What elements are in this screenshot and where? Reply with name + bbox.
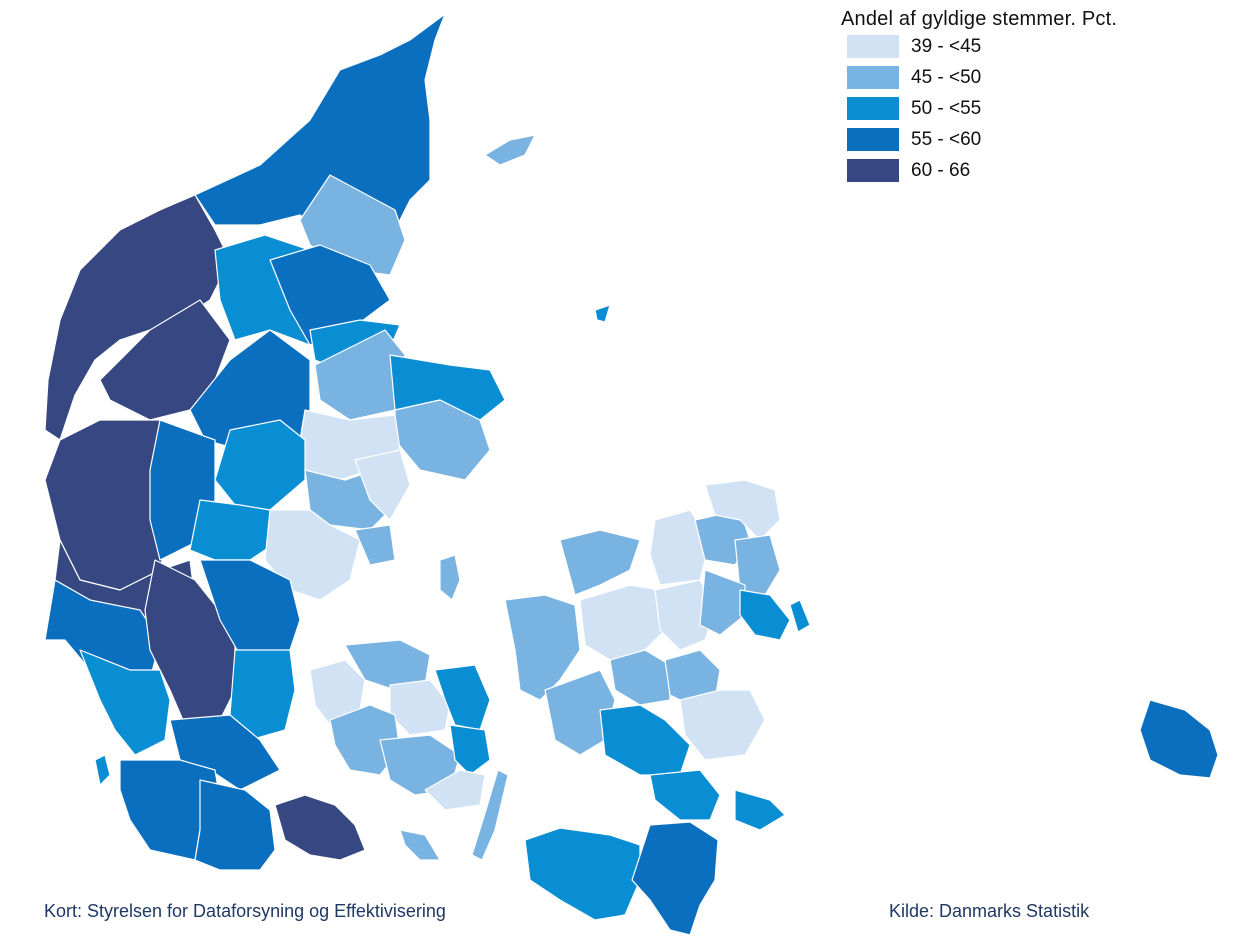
legend-label: 39 - <45 [911, 35, 982, 57]
island-mon [734, 789, 786, 831]
region-helsingor [704, 479, 781, 541]
region-odsherred [559, 529, 641, 596]
legend-item: 55 - <60 [840, 124, 1117, 155]
jutland [44, 13, 506, 871]
zealand [504, 479, 811, 831]
legend-swatch [847, 35, 899, 58]
region-holbaek [579, 584, 666, 661]
region-vordingborg [649, 769, 721, 821]
island-samso [439, 554, 461, 601]
region-hedensted [354, 524, 396, 566]
legend-item: 39 - <45 [840, 31, 1117, 62]
island-anholt [594, 304, 611, 323]
other-islands [484, 134, 1219, 779]
legend-label: 45 - <50 [911, 66, 982, 88]
region-thy [44, 194, 231, 441]
legend-item: 45 - <50 [840, 62, 1117, 93]
legend-swatch [847, 66, 899, 89]
lolland-falster [524, 821, 719, 936]
region-kalundborg [504, 594, 581, 701]
legend-swatch [847, 128, 899, 151]
region-odder-east [354, 449, 411, 521]
region-north-copenhagen [734, 534, 781, 596]
legend-swatch [847, 97, 899, 120]
region-amager [789, 599, 811, 633]
island-lolland [524, 827, 641, 921]
island-fano [94, 754, 111, 786]
island-laeso [484, 134, 536, 166]
region-ringsted [609, 649, 671, 706]
legend-swatch [847, 159, 899, 182]
region-haderslev-aabenraa [194, 779, 276, 871]
region-esbjerg [79, 649, 171, 756]
region-copenhagen [739, 589, 791, 641]
legend-item: 50 - <55 [840, 93, 1117, 124]
legend-title: Andel af gyldige stemmer. Pct. [841, 8, 1118, 30]
legend-item: 60 - 66 [840, 155, 1117, 186]
region-horsens [264, 509, 361, 601]
legend-items: 39 - <45 45 - <50 50 - <55 55 - <60 60 - 66 [840, 31, 1117, 186]
region-als [274, 794, 366, 861]
island-langeland [471, 769, 509, 861]
region-vejle [199, 559, 301, 656]
region-frederikssund [649, 509, 711, 586]
island-falster [631, 821, 719, 936]
legend-label: 55 - <60 [911, 128, 982, 150]
legend-label: 50 - <55 [911, 97, 982, 119]
region-copenhagen-west [699, 569, 746, 636]
region-svendborg [424, 769, 486, 811]
region-stevns [679, 689, 766, 761]
region-naestved [599, 704, 691, 776]
region-silkeborg [214, 419, 306, 511]
map-source-credit: Kort: Styrelsen for Dataforsyning og Eff… [44, 901, 446, 921]
island-aero [399, 829, 441, 861]
region-ikast [189, 499, 281, 561]
data-source-credit: Kilde: Danmarks Statistik [889, 901, 1090, 921]
region-skagen [194, 13, 446, 236]
legend: Andel af gyldige stemmer. Pct. 39 - <45 4… [840, 8, 1117, 186]
region-nyborg [449, 724, 491, 776]
legend-label: 60 - 66 [911, 159, 971, 181]
funen [309, 554, 509, 861]
island-bornholm [1139, 699, 1219, 779]
